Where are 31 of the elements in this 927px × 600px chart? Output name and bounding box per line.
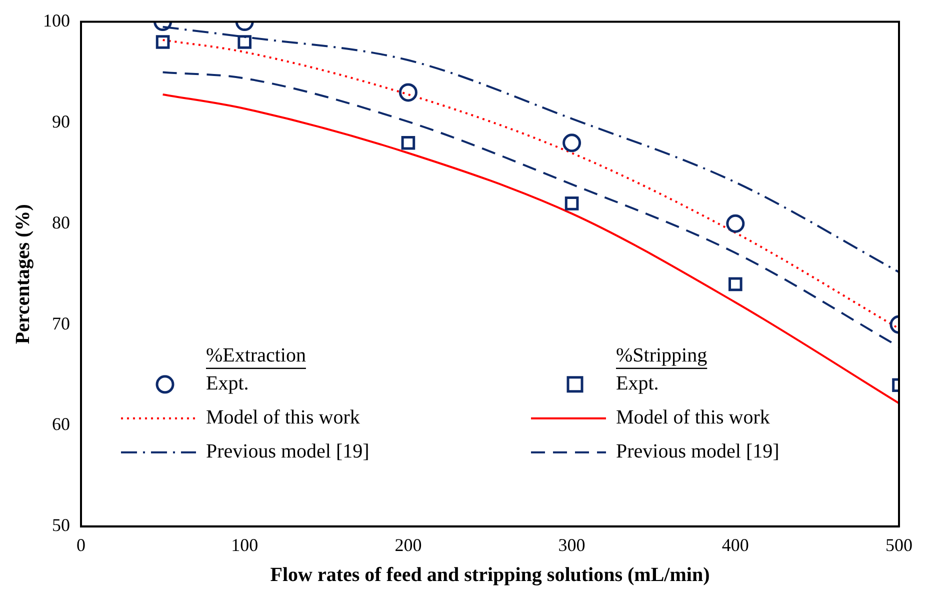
- x-axis-title: Flow rates of feed and stripping solutions (mL/min): [270, 564, 710, 586]
- x-tick-label: 0: [76, 534, 86, 555]
- point: [728, 277, 742, 292]
- y-axis-title: Percentages (%): [12, 204, 34, 344]
- legend-label: Previous model [19]: [616, 440, 780, 463]
- x-tick-label: 400: [722, 534, 749, 555]
- legend-label: Model of this work: [616, 406, 770, 429]
- legend-label: Expt.: [616, 372, 659, 395]
- line-series: [162, 93, 899, 404]
- annotation: %Extraction: [206, 344, 306, 367]
- legend-label: Model of this work: [206, 406, 360, 429]
- x-tick-label: 100: [231, 534, 258, 555]
- x-tick-label: 200: [394, 534, 422, 555]
- point: [238, 35, 252, 49]
- x-tick-label: 300: [558, 534, 586, 555]
- annotation: %Stripping: [616, 344, 708, 367]
- y-tick-label: 80: [52, 212, 70, 232]
- legend-label: Expt.: [206, 372, 249, 395]
- point: [726, 214, 745, 233]
- y-tick-label: 100: [43, 10, 70, 31]
- y-tick-label: 90: [52, 111, 70, 132]
- y-tick-label: 70: [52, 313, 70, 334]
- x-tick-label: 500: [886, 534, 912, 555]
- point: [562, 134, 582, 152]
- point: [156, 35, 170, 49]
- y-tick-label: 60: [52, 414, 70, 434]
- point: [398, 83, 418, 102]
- y-tick-label: 50: [52, 515, 70, 536]
- point: [401, 136, 416, 150]
- point: [564, 196, 579, 210]
- legend-label: Previous model [19]: [206, 440, 370, 463]
